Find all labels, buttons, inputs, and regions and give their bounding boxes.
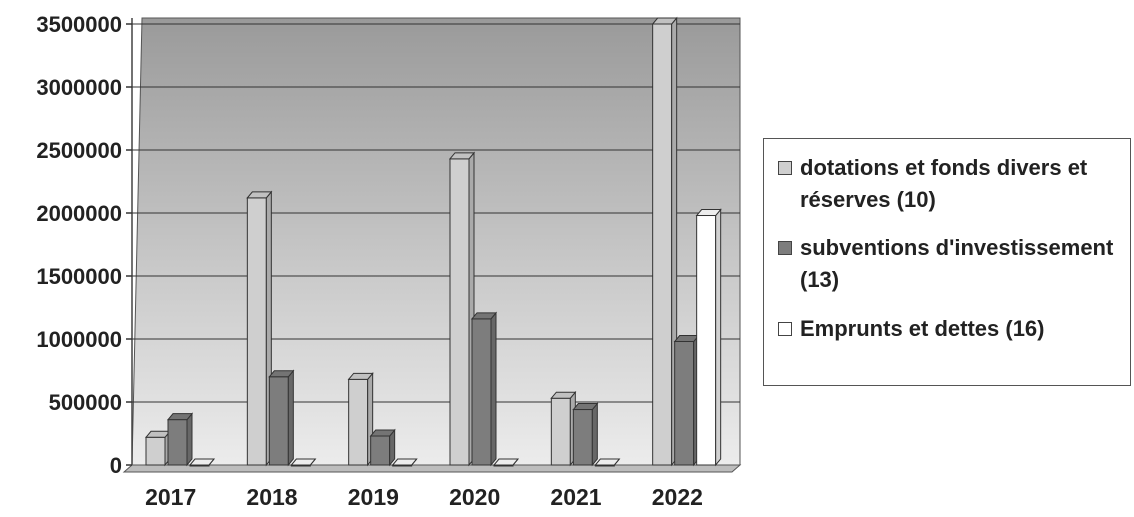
bar-2022-series-3	[695, 208, 722, 467]
x-tick-label: 2021	[550, 484, 601, 510]
bar-2019-series-3	[391, 458, 418, 467]
x-tick-label: 2020	[449, 484, 500, 510]
bar-2022-series-1	[651, 16, 678, 467]
bar-2018-series-1	[246, 190, 273, 467]
y-tick-label: 3500000	[36, 12, 122, 37]
plot-floor	[122, 464, 742, 473]
bar-2020-series-1	[448, 151, 476, 467]
bar-2021-series-1	[550, 390, 577, 467]
x-tick-label: 2018	[246, 484, 297, 510]
y-tick-label: 1500000	[36, 264, 122, 289]
plot-back-wall	[131, 17, 741, 466]
bar-2020-series-2	[470, 311, 498, 467]
bar-2020-series-3	[492, 458, 520, 467]
bar-2021-series-2	[572, 402, 599, 467]
legend-item-dotations: dotations et fonds divers et réserves (1…	[778, 152, 1130, 216]
y-tick-label: 500000	[49, 390, 122, 415]
legend-item-emprunts: Emprunts et dettes (16)	[778, 313, 1130, 345]
bar-2017-series-2	[166, 412, 194, 467]
y-tick-label: 3000000	[36, 75, 122, 100]
legend-label-emprunts: Emprunts et dettes (16)	[800, 316, 1045, 341]
bar-2018-series-3	[290, 458, 317, 467]
bar-2022-series-2	[673, 334, 700, 467]
bar-2018-series-2	[268, 369, 295, 467]
bar-2021-series-3	[594, 458, 621, 467]
y-tick-label: 2000000	[36, 201, 122, 226]
bar-2019-series-2	[369, 428, 396, 467]
x-tick-label: 2022	[652, 484, 703, 510]
legend-swatch-subventions	[778, 241, 792, 255]
y-tick-label: 1000000	[36, 327, 122, 352]
y-tick-label: 0	[110, 453, 122, 478]
bar-2017-series-3	[188, 458, 216, 467]
bar-2019-series-1	[347, 371, 374, 467]
legend: dotations et fonds divers et réserves (1…	[763, 138, 1131, 386]
x-tick-label: 2019	[348, 484, 399, 510]
x-tick-label: 2017	[145, 484, 196, 510]
legend-label-dotations: dotations et fonds divers et réserves (1…	[800, 155, 1088, 212]
y-tick-label: 2500000	[36, 138, 122, 163]
bar-2017-series-1	[144, 429, 172, 467]
legend-swatch-dotations	[778, 161, 792, 175]
legend-swatch-emprunts	[778, 322, 792, 336]
legend-item-subventions: subventions d'investissement (13)	[778, 232, 1130, 296]
legend-label-subventions: subventions d'investissement (13)	[800, 235, 1114, 292]
